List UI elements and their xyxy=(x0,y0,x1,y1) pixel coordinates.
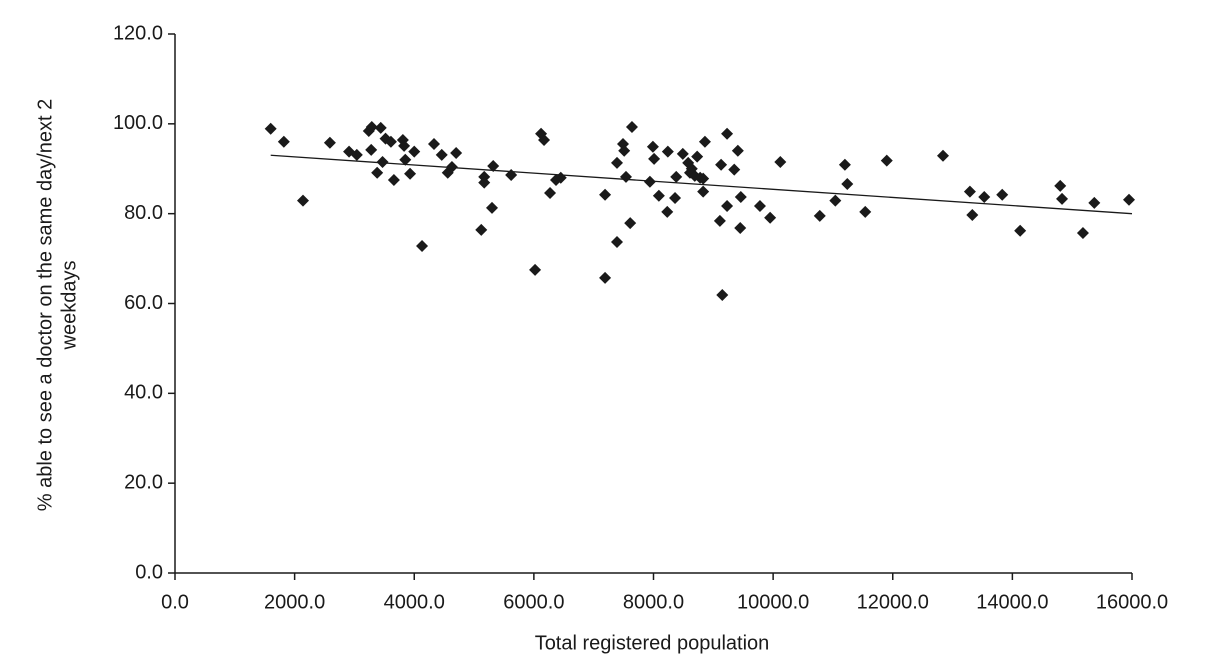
point xyxy=(625,120,638,133)
point xyxy=(648,152,661,165)
y-tick-label: 60.0 xyxy=(124,292,163,314)
point xyxy=(374,121,387,134)
point xyxy=(880,154,893,167)
point xyxy=(538,134,551,147)
point xyxy=(1123,193,1136,206)
point xyxy=(1014,224,1027,237)
point xyxy=(296,194,309,207)
point xyxy=(277,135,290,148)
y-tick-label: 40.0 xyxy=(124,382,163,404)
point xyxy=(387,173,400,186)
point xyxy=(599,188,612,201)
x-tick-label: 10000.0 xyxy=(737,591,809,613)
point xyxy=(487,160,500,173)
point xyxy=(408,145,421,158)
y-axis-title: weekdays xyxy=(58,261,80,351)
point xyxy=(1088,196,1101,209)
point xyxy=(611,156,624,169)
point xyxy=(350,148,363,161)
point xyxy=(764,211,777,224)
x-tick-label: 4000.0 xyxy=(384,591,445,613)
point xyxy=(669,191,682,204)
point xyxy=(435,148,448,161)
point xyxy=(661,205,674,218)
point xyxy=(376,156,389,169)
point xyxy=(264,122,277,135)
point xyxy=(611,235,624,248)
point xyxy=(698,135,711,148)
x-axis-title: Total registered population xyxy=(535,632,770,654)
point xyxy=(624,217,637,230)
point xyxy=(753,200,766,213)
x-tick-label: 8000.0 xyxy=(623,591,684,613)
point xyxy=(365,120,378,133)
point xyxy=(323,136,336,149)
point xyxy=(618,144,631,157)
y-axis-title: % able to see a doctor on the same day/n… xyxy=(34,99,56,511)
point xyxy=(734,191,747,204)
point xyxy=(646,140,659,153)
point xyxy=(1054,179,1067,192)
point xyxy=(643,175,656,188)
point xyxy=(676,147,689,160)
point xyxy=(599,271,612,284)
point xyxy=(416,240,429,253)
point xyxy=(365,143,378,156)
point xyxy=(697,172,710,185)
trend-line xyxy=(270,154,1133,215)
point xyxy=(715,158,728,171)
point xyxy=(529,263,542,276)
y-tick-label: 100.0 xyxy=(113,112,163,134)
point xyxy=(478,176,491,189)
point xyxy=(978,191,991,204)
point xyxy=(1076,226,1089,239)
y-tick-label: 0.0 xyxy=(135,561,163,583)
point xyxy=(661,145,674,158)
x-tick-label: 12000.0 xyxy=(857,591,929,613)
point xyxy=(936,149,949,162)
y-tick-label: 120.0 xyxy=(113,22,163,44)
point xyxy=(371,166,384,179)
point xyxy=(691,150,704,163)
point xyxy=(475,223,488,236)
point xyxy=(544,187,557,200)
point xyxy=(721,200,734,213)
point xyxy=(996,188,1009,201)
point xyxy=(721,127,734,140)
point xyxy=(486,201,499,214)
point xyxy=(619,170,632,183)
point xyxy=(813,209,826,222)
point xyxy=(841,178,854,191)
point xyxy=(731,144,744,157)
point xyxy=(728,163,741,176)
point xyxy=(774,156,787,169)
point xyxy=(829,194,842,207)
point xyxy=(404,167,417,180)
point xyxy=(963,185,976,198)
x-tick-label: 0.0 xyxy=(161,591,189,613)
point xyxy=(697,185,710,198)
x-tick-label: 14000.0 xyxy=(976,591,1048,613)
point xyxy=(450,147,463,160)
point xyxy=(713,214,726,227)
point xyxy=(716,288,729,301)
x-tick-label: 2000.0 xyxy=(264,591,325,613)
point xyxy=(399,153,412,166)
point xyxy=(670,170,683,183)
point xyxy=(966,209,979,222)
point xyxy=(838,158,851,171)
x-tick-label: 16000.0 xyxy=(1096,591,1168,613)
point xyxy=(859,205,872,218)
x-tick-label: 6000.0 xyxy=(503,591,564,613)
point xyxy=(384,135,397,148)
point xyxy=(427,138,440,151)
y-tick-label: 20.0 xyxy=(124,471,163,493)
point xyxy=(652,189,665,202)
y-tick-label: 80.0 xyxy=(124,202,163,224)
point xyxy=(734,222,747,235)
point xyxy=(398,139,411,152)
point xyxy=(1056,192,1069,205)
